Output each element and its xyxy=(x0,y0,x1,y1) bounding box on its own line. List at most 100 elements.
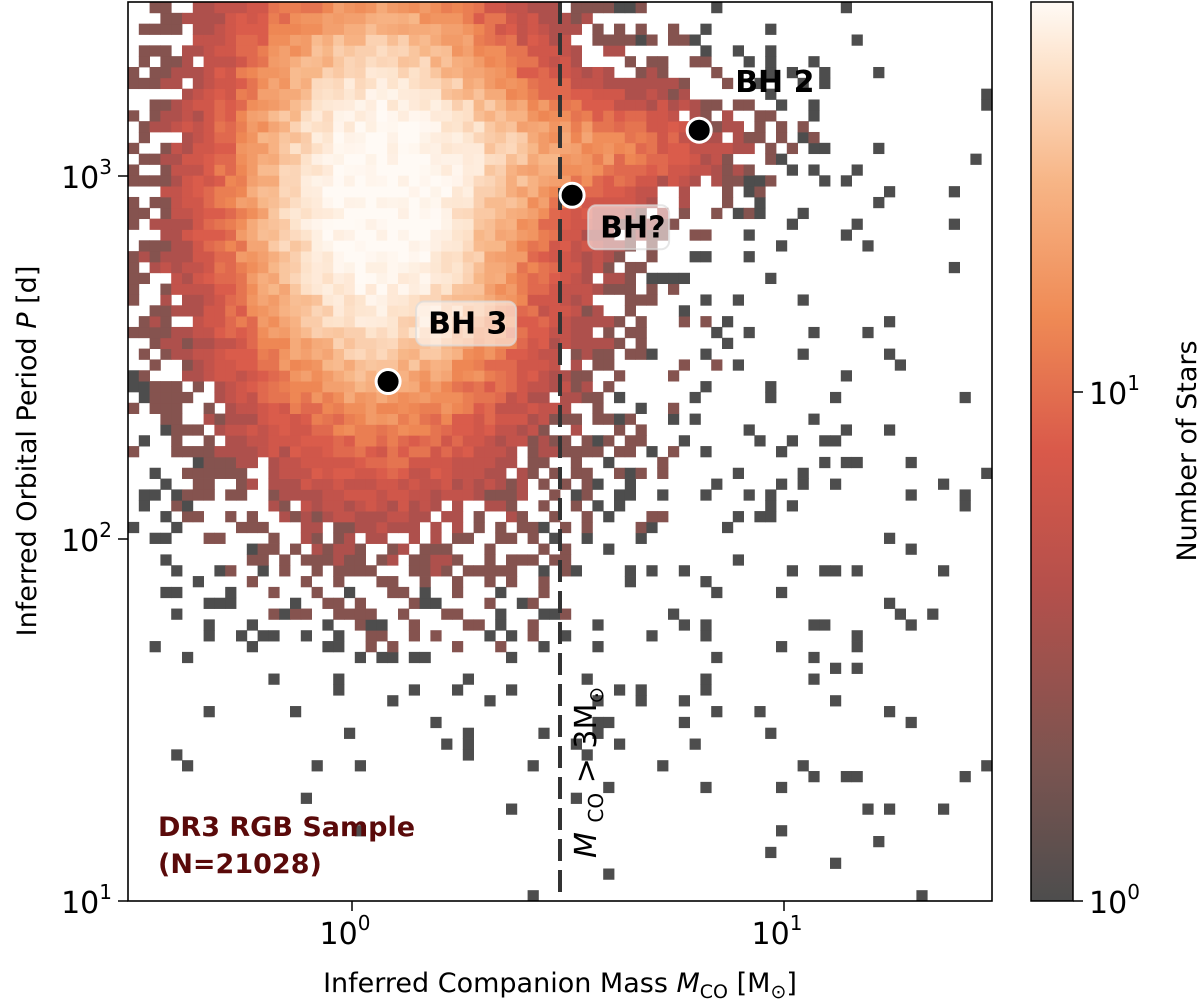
heatmap-cell xyxy=(290,121,302,133)
heatmap-cell xyxy=(473,511,485,523)
heatmap-cell xyxy=(603,316,615,328)
heatmap-cell xyxy=(311,88,323,100)
heatmap-cell xyxy=(624,131,636,144)
heatmap-cell xyxy=(246,12,258,25)
heatmap-cell xyxy=(765,88,777,100)
heatmap-cell xyxy=(354,359,366,371)
heatmap-cell xyxy=(527,261,539,274)
heatmap-cell xyxy=(203,305,215,317)
heatmap-cell xyxy=(538,326,550,339)
heatmap-cell xyxy=(700,164,712,176)
heatmap-cell xyxy=(668,413,680,425)
heatmap-cell xyxy=(344,413,356,425)
heatmap-cell xyxy=(786,500,798,512)
heatmap-cell xyxy=(365,402,377,414)
heatmap-cell xyxy=(560,446,572,458)
heatmap-cell xyxy=(300,196,312,209)
heatmap-cell xyxy=(516,261,528,274)
heatmap-cell xyxy=(462,34,474,46)
heatmap-cell xyxy=(581,77,593,90)
heatmap-cell xyxy=(290,272,302,285)
heatmap-cell xyxy=(376,489,388,501)
colorbar-title: Number of Stars xyxy=(1172,340,1200,561)
heatmap-cell xyxy=(516,316,528,328)
heatmap-cell xyxy=(549,45,561,57)
heatmap-cell xyxy=(506,207,518,220)
y-tick-label-1: 101 xyxy=(61,880,112,921)
heatmap-cell xyxy=(700,142,712,155)
heatmap-cell xyxy=(408,66,420,79)
heatmap-cell xyxy=(268,543,280,555)
heatmap-cell xyxy=(506,34,518,46)
heatmap-cell xyxy=(527,456,539,469)
heatmap-cell xyxy=(419,12,431,25)
heatmap-cell xyxy=(473,413,485,425)
heatmap-cell xyxy=(603,88,615,100)
heatmap-cell xyxy=(516,229,528,241)
heatmap-cell xyxy=(160,99,172,111)
heatmap-cell xyxy=(484,77,496,90)
heatmap-cell xyxy=(581,391,593,404)
heatmap-cell xyxy=(171,337,183,349)
heatmap-cell xyxy=(398,359,410,371)
heatmap-cell xyxy=(441,56,453,68)
heatmap-cell xyxy=(441,261,453,274)
heatmap-cell xyxy=(419,23,431,35)
colorbar: 100 101 Number of Stars xyxy=(1030,1,1200,921)
heatmap-cell xyxy=(203,446,215,458)
heatmap-cell xyxy=(365,337,377,349)
heatmap-cell xyxy=(754,706,766,718)
heatmap-cell xyxy=(603,196,615,209)
heatmap-cell xyxy=(365,489,377,501)
heatmap-cell xyxy=(171,521,183,534)
heatmap-cell xyxy=(376,511,388,523)
heatmap-cell xyxy=(506,56,518,68)
heatmap-cell xyxy=(668,23,680,35)
heatmap-cell xyxy=(441,45,453,57)
heatmap-cell xyxy=(538,294,550,306)
heatmap-cell xyxy=(646,110,658,122)
heatmap-cell xyxy=(182,66,194,79)
heatmap-cell xyxy=(333,175,345,187)
heatmap-cell xyxy=(246,576,258,588)
heatmap-cell xyxy=(398,23,410,35)
heatmap-cell xyxy=(452,229,464,241)
heatmap-cell xyxy=(257,229,269,241)
heatmap-cell xyxy=(700,684,712,696)
heatmap-cell xyxy=(344,370,356,382)
heatmap-cell xyxy=(333,34,345,46)
heatmap-cell xyxy=(408,305,420,317)
heatmap-cell xyxy=(646,77,658,90)
heatmap-cell xyxy=(311,554,323,566)
heatmap-cell xyxy=(192,359,204,371)
heatmap-cell xyxy=(473,56,485,68)
heatmap-cell xyxy=(603,251,615,263)
heatmap-cell xyxy=(624,413,636,425)
heatmap-cell xyxy=(419,500,431,512)
heatmap-cell xyxy=(333,413,345,425)
heatmap-cell xyxy=(646,511,658,523)
heatmap-cell xyxy=(797,478,809,490)
heatmap-cell xyxy=(668,164,680,176)
heatmap-cell xyxy=(354,565,366,577)
heatmap-cell xyxy=(419,196,431,209)
heatmap-cell xyxy=(236,478,248,490)
heatmap-cell xyxy=(581,348,593,360)
heatmap-cell xyxy=(484,175,496,187)
heatmap-cell xyxy=(268,229,280,241)
heatmap-cell xyxy=(473,34,485,46)
heatmap-cell xyxy=(214,153,226,165)
heatmap-cell xyxy=(279,272,291,285)
heatmap-cell xyxy=(624,99,636,111)
heatmap-cell xyxy=(473,359,485,371)
heatmap-cell xyxy=(376,229,388,241)
heatmap-cell xyxy=(344,424,356,436)
heatmap-cell xyxy=(192,456,204,469)
heatmap-cell xyxy=(689,391,701,404)
heatmap-cell xyxy=(290,142,302,155)
heatmap-cell xyxy=(516,337,528,349)
heatmap-cell xyxy=(419,229,431,241)
heatmap-cell xyxy=(560,251,572,263)
heatmap-cell xyxy=(614,153,626,165)
heatmap-cell xyxy=(236,359,248,371)
